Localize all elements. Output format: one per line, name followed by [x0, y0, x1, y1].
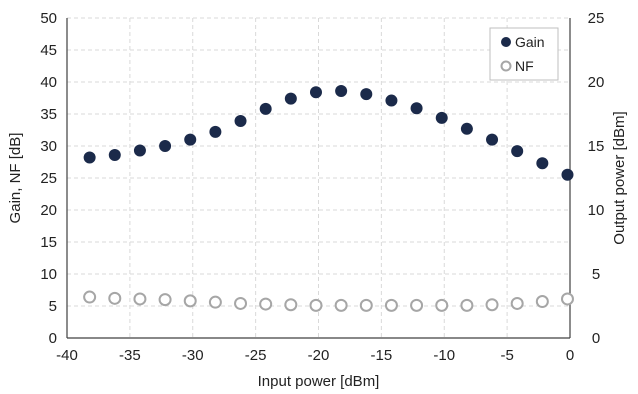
left-y-axis-title: Gain, NF [dB]	[7, 133, 24, 224]
point-nf	[485, 298, 499, 312]
y-left-tick-label: 0	[49, 330, 57, 347]
point-gain	[435, 111, 448, 124]
point-gain	[159, 140, 172, 152]
point-nf	[208, 295, 222, 309]
x-tick-label: -25	[245, 347, 267, 364]
point-gain	[259, 102, 272, 115]
point-gain	[108, 148, 121, 161]
y-left-tick-label: 50	[40, 10, 57, 27]
x-tick-label: -20	[308, 347, 330, 364]
point-gain	[184, 133, 197, 146]
point-gain	[133, 144, 146, 157]
x-tick-label: -15	[371, 347, 393, 364]
point-gain	[209, 125, 222, 138]
point-nf	[259, 297, 273, 311]
point-gain	[486, 133, 499, 146]
point-nf	[359, 298, 373, 312]
y-left-tick-label: 45	[40, 42, 57, 59]
x-axis-title: Input power [dBm]	[258, 373, 380, 390]
y-left-tick-label: 35	[40, 106, 57, 123]
legend-label-gain: Gain	[515, 34, 545, 50]
y-right-tick-label: 15	[588, 138, 605, 155]
y-left-tick-label: 5	[49, 298, 57, 315]
data-marks	[83, 84, 574, 312]
y-right-tick-label: 25	[588, 10, 605, 27]
legend-box	[489, 27, 559, 81]
y-left-tick-label: 20	[40, 202, 57, 219]
y-right-tick-label: 10	[588, 202, 605, 219]
point-nf	[334, 298, 348, 312]
x-tick-label: 0	[566, 347, 574, 364]
y-right-tick-label: 20	[588, 74, 605, 91]
legend-marker-nf	[500, 60, 512, 72]
point-nf	[560, 292, 574, 306]
legend-marker-gain	[501, 37, 511, 47]
point-nf	[384, 298, 398, 312]
legend-label-nf: NF	[515, 58, 534, 74]
y-right-tick-label: 0	[592, 330, 600, 347]
point-gain	[385, 94, 398, 107]
y-left-tick-label: 15	[40, 234, 57, 251]
y-left-tick-label: 40	[40, 74, 57, 91]
gridlines	[67, 17, 570, 338]
y-left-tick-label: 30	[40, 138, 57, 155]
point-nf	[183, 294, 197, 308]
point-nf	[133, 292, 147, 306]
tick-labels: -40 -35 -30 -25 -20 -15 -10 -5 0 0 5 10 15 20 25 30 35 40…	[40, 10, 604, 364]
right-y-axis-title: Output power [dBm]	[611, 111, 628, 244]
point-nf	[83, 290, 97, 304]
point-nf	[284, 298, 298, 312]
point-nf	[435, 298, 449, 312]
x-tick-label: -30	[182, 347, 204, 364]
point-gain	[561, 168, 574, 181]
y-left-tick-label: 25	[40, 170, 57, 187]
point-gain	[536, 157, 549, 170]
point-nf	[108, 291, 122, 305]
point-gain	[234, 115, 247, 128]
x-tick-label: -5	[500, 347, 513, 364]
point-gain	[410, 102, 423, 115]
point-gain	[284, 92, 297, 105]
point-nf	[535, 295, 549, 309]
legend: Gain NF	[489, 27, 559, 81]
x-tick-label: -10	[433, 347, 455, 364]
y-right-tick-label: 5	[592, 266, 600, 283]
point-nf	[309, 298, 323, 312]
x-tick-label: -35	[119, 347, 141, 364]
point-gain	[335, 84, 348, 97]
y-left-tick-label: 10	[40, 266, 57, 283]
point-gain	[511, 145, 524, 158]
point-nf	[410, 298, 424, 312]
point-gain	[360, 88, 373, 101]
point-gain	[83, 151, 96, 164]
point-nf	[158, 293, 172, 307]
point-gain	[309, 86, 322, 99]
point-nf	[234, 296, 248, 310]
x-tick-label: -40	[56, 347, 78, 364]
point-gain	[460, 122, 473, 135]
point-nf	[460, 298, 474, 312]
point-nf	[510, 296, 524, 310]
